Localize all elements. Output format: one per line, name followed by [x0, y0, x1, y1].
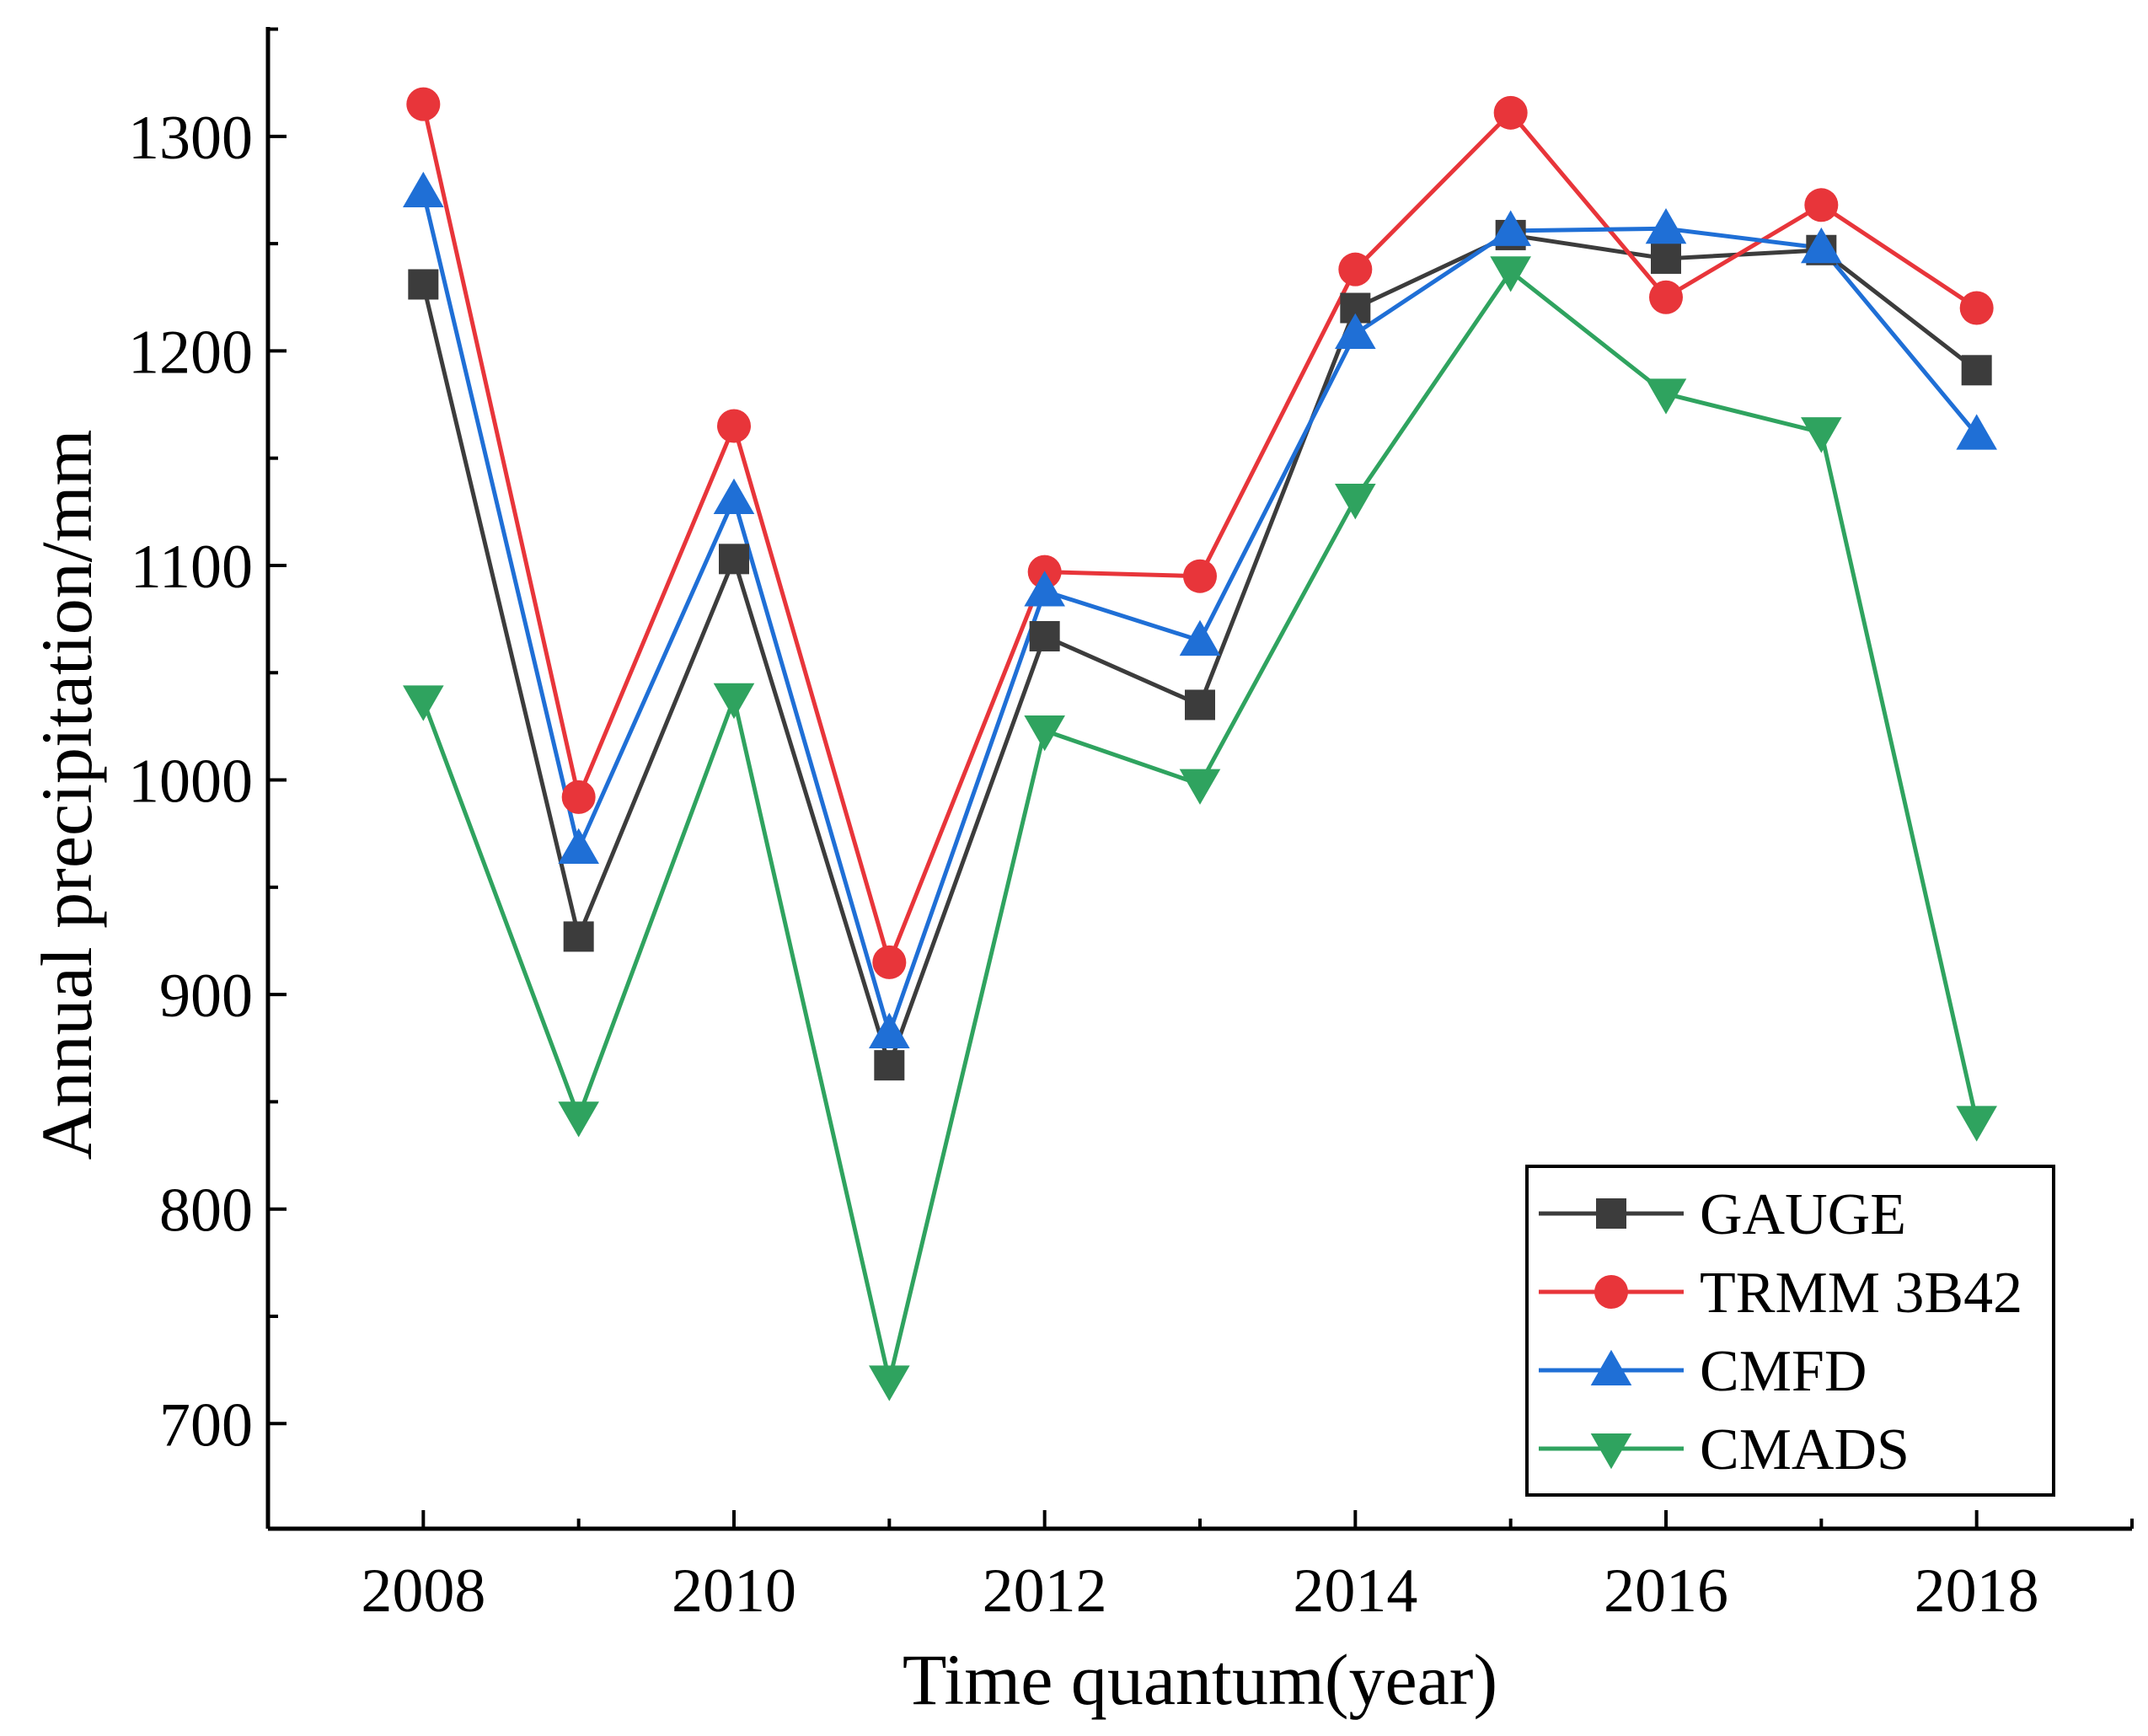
series-markers [403, 87, 1997, 1401]
data-point-cmads [1024, 715, 1065, 752]
data-point-gauge [1651, 243, 1681, 274]
data-point-cmfd [869, 1012, 910, 1048]
y-tick-label: 1000 [128, 747, 253, 817]
x-tick-label: 2008 [361, 1557, 485, 1626]
data-point-trmm-3b42 [1959, 291, 1994, 325]
data-point-trmm-3b42 [1804, 188, 1839, 222]
data-point-trmm-3b42 [1183, 559, 1217, 593]
data-point-cmads [1179, 769, 1221, 805]
data-point-cmfd [558, 828, 599, 865]
x-tick-label: 2012 [983, 1557, 1107, 1626]
data-point-cmads [1956, 1106, 1997, 1142]
data-point-gauge [1029, 620, 1060, 651]
data-point-cmads [1801, 417, 1842, 453]
y-tick-label: 1300 [128, 104, 253, 173]
series-line-trmm-3b42 [420, 104, 1979, 965]
data-point-cmfd [1490, 210, 1531, 246]
data-point-cmfd [713, 478, 755, 515]
data-point-cmads [403, 685, 444, 721]
data-point-gauge [563, 921, 594, 952]
data-point-gauge [1961, 355, 1992, 386]
data-point-cmads [1645, 378, 1687, 415]
y-axis-title: Annual precipitation/mm [26, 430, 107, 1160]
data-point-cmads [1490, 256, 1531, 292]
legend-marker-cmfd [1590, 1349, 1632, 1385]
data-point-cmfd [1024, 571, 1065, 607]
data-point-trmm-3b42 [872, 945, 907, 979]
data-point-cmfd [1179, 619, 1221, 656]
data-point-cmads [713, 683, 755, 720]
data-point-trmm-3b42 [561, 780, 596, 814]
data-point-trmm-3b42 [717, 409, 751, 443]
y-tick-label: 700 [159, 1390, 253, 1460]
y-tick-label: 800 [159, 1176, 253, 1246]
data-point-gauge [1185, 689, 1215, 721]
data-point-trmm-3b42 [1649, 280, 1683, 314]
legend-label-trmm-3b42: TRMM 3B42 [1700, 1261, 2022, 1326]
y-tick-label: 1200 [128, 318, 253, 387]
data-point-cmfd [1645, 207, 1687, 244]
legend-marker-trmm-3b42 [1594, 1275, 1628, 1309]
x-tick-label: 2018 [1915, 1557, 2039, 1626]
x-tick-label: 2014 [1293, 1557, 1417, 1626]
data-point-trmm-3b42 [1338, 252, 1373, 287]
data-point-cmfd [1956, 414, 1997, 450]
x-axis-title: Time quantum(year) [903, 1639, 1497, 1720]
data-point-gauge [874, 1050, 905, 1081]
legend: GAUGE TRMM 3B42 CMFD CMADS [1525, 1165, 2055, 1497]
legend-marker-cmads [1590, 1433, 1632, 1470]
data-point-cmfd [403, 171, 444, 208]
data-point-cmfd [1335, 313, 1376, 350]
data-point-gauge [408, 269, 439, 300]
data-point-cmads [1335, 484, 1376, 520]
axes: 700 800 900 1000 1100 1200 1300 2008 2010 2012 201… [128, 27, 2134, 1626]
x-tick-label: 2016 [1604, 1557, 1728, 1626]
legend-label-gauge: GAUGE [1700, 1182, 1906, 1247]
data-point-cmads [869, 1365, 910, 1401]
legend-label-cmads: CMADS [1700, 1417, 1910, 1482]
x-tick-label: 2010 [672, 1557, 796, 1626]
legend-marker-gauge [1596, 1198, 1626, 1229]
data-point-trmm-3b42 [1493, 95, 1528, 130]
y-tick-label: 1100 [131, 533, 253, 602]
data-point-gauge [719, 544, 749, 575]
data-point-trmm-3b42 [406, 87, 441, 121]
data-point-cmads [558, 1101, 599, 1138]
y-tick-label: 900 [159, 962, 253, 1031]
legend-label-cmfd: CMFD [1700, 1339, 1867, 1404]
data-point-cmfd [1801, 227, 1842, 264]
